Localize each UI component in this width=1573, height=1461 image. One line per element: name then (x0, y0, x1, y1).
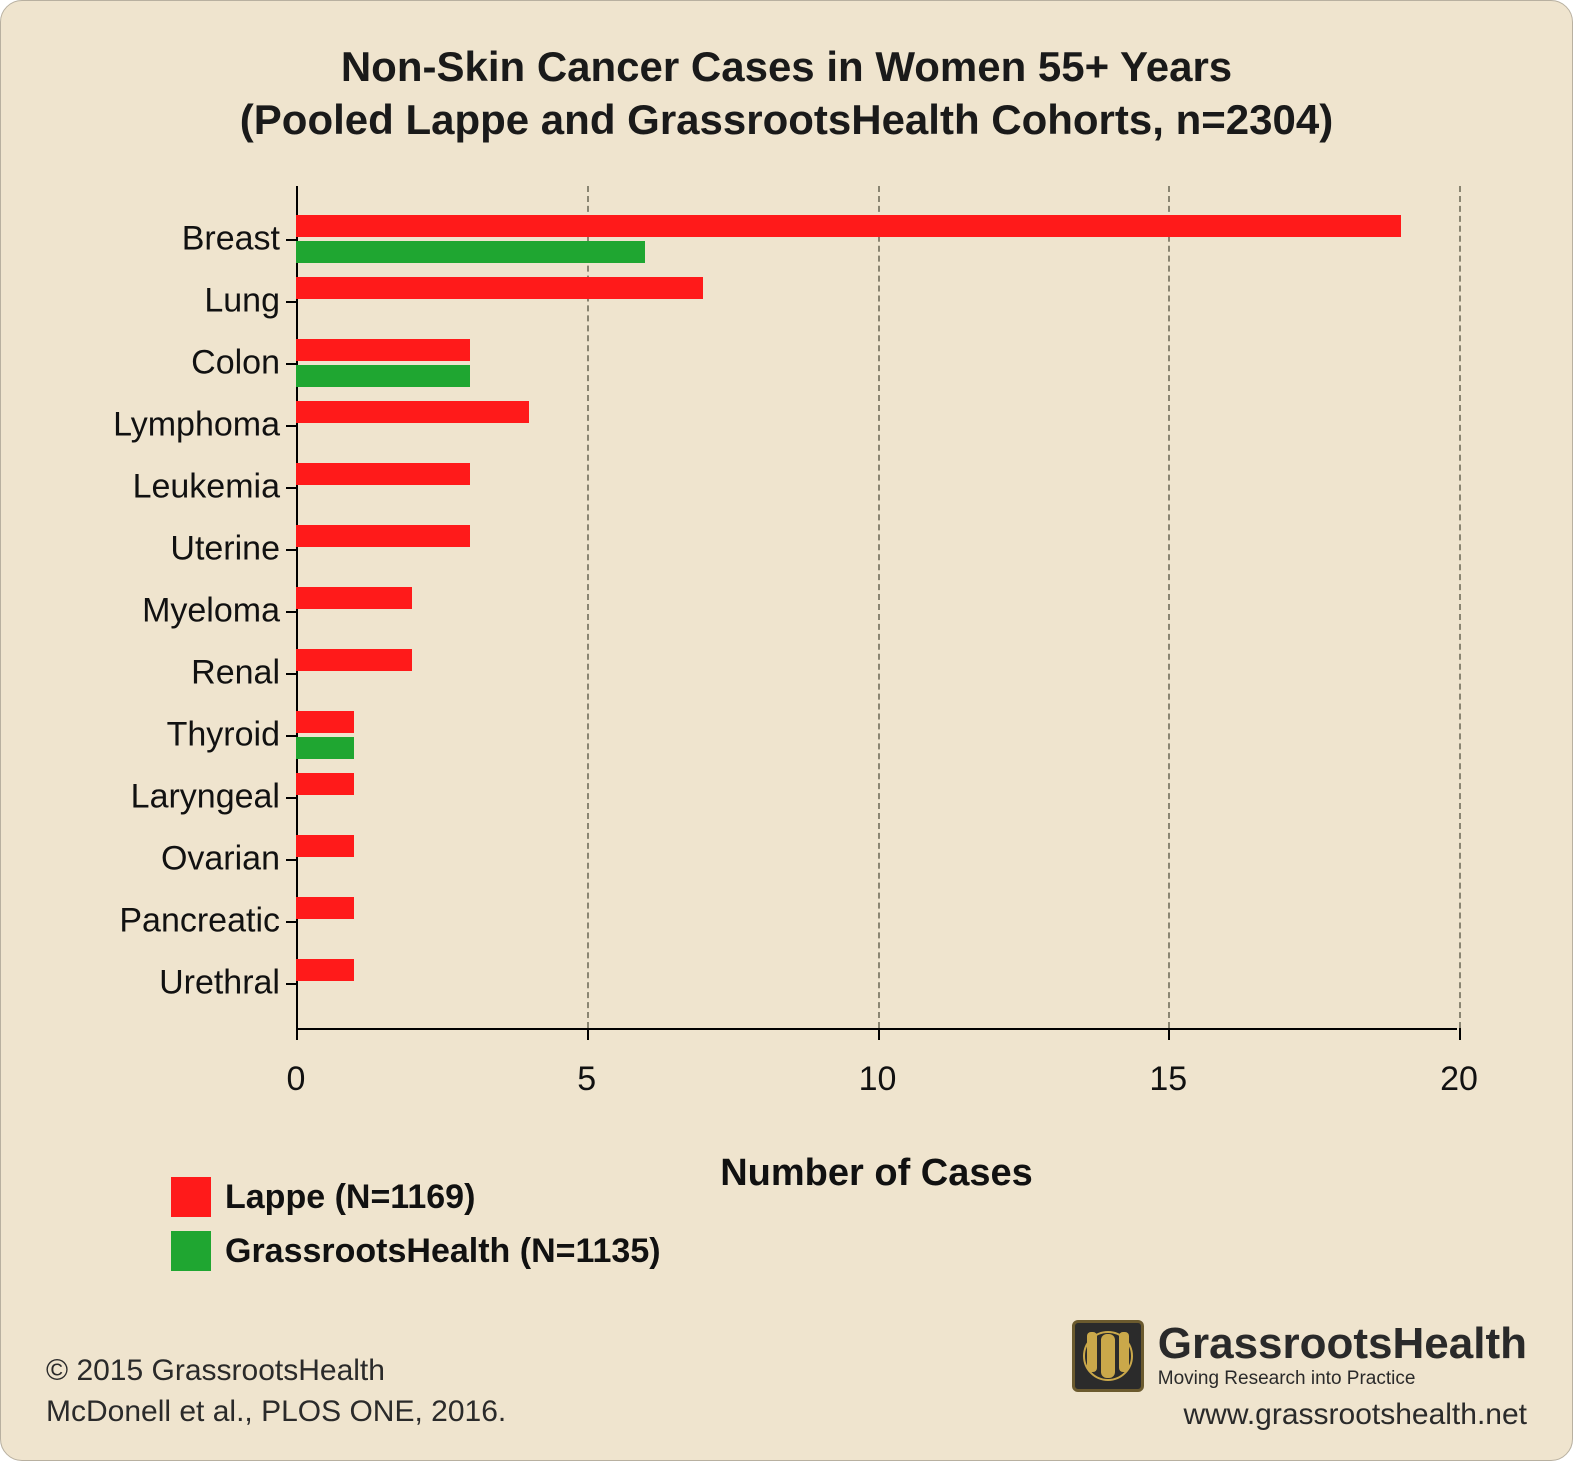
gridline-v (1168, 186, 1170, 1028)
y-tick-label: Breast (80, 220, 280, 259)
y-tick-label: Ovarian (80, 840, 280, 879)
gridline-v (1459, 186, 1461, 1028)
bar (296, 463, 470, 485)
brand-logo-icon (1072, 1320, 1144, 1392)
y-tick-label: Pancreatic (80, 902, 280, 941)
y-tick-label: Uterine (80, 530, 280, 569)
y-tick (286, 487, 296, 489)
bar (296, 711, 354, 733)
x-tick-label: 0 (287, 1060, 306, 1099)
y-tick-label: Lung (80, 282, 280, 321)
y-tick (286, 735, 296, 737)
y-tick-label: Lymphoma (80, 406, 280, 445)
y-tick (286, 797, 296, 799)
x-tick (587, 1028, 589, 1040)
x-tick (296, 1028, 298, 1040)
bar (296, 897, 354, 919)
footer-left: © 2015 GrassrootsHealth McDonell et al.,… (46, 1351, 506, 1432)
bar (296, 587, 412, 609)
bar (296, 959, 354, 981)
brand-name: GrassrootsHealth (1158, 1322, 1527, 1366)
citation-text: McDonell et al., PLOS ONE, 2016. (46, 1392, 506, 1433)
legend-item: GrassrootsHealth (N=1135) (171, 1231, 661, 1271)
chart-title-block: Non-Skin Cancer Cases in Women 55+ Years… (36, 41, 1537, 146)
chart-title-line1: Non-Skin Cancer Cases in Women 55+ Years (36, 41, 1537, 94)
bar (296, 365, 470, 387)
chart-area: Number of Cases 05101520BreastLungColonL… (76, 186, 1497, 1126)
brand-tagline: Moving Research into Practice (1158, 1368, 1527, 1390)
x-tick (1459, 1028, 1461, 1040)
y-tick-label: Renal (80, 654, 280, 693)
bar (296, 773, 354, 795)
x-tick (878, 1028, 880, 1040)
brand-url: www.grassrootshealth.net (1072, 1398, 1527, 1432)
x-tick-label: 5 (577, 1060, 596, 1099)
y-tick-label: Thyroid (80, 716, 280, 755)
bar (296, 737, 354, 759)
y-tick-label: Colon (80, 344, 280, 383)
legend-label: GrassrootsHealth (N=1135) (225, 1232, 661, 1271)
bar (296, 525, 470, 547)
legend-swatch (171, 1231, 211, 1271)
gridline-v (878, 186, 880, 1028)
bar (296, 277, 703, 299)
y-tick (286, 239, 296, 241)
legend-swatch (171, 1177, 211, 1217)
x-axis-line (296, 1028, 1457, 1030)
y-tick (286, 611, 296, 613)
y-tick (286, 673, 296, 675)
y-tick (286, 363, 296, 365)
y-tick (286, 549, 296, 551)
legend-item: Lappe (N=1169) (171, 1177, 661, 1217)
y-tick-label: Myeloma (80, 592, 280, 631)
copyright-text: © 2015 GrassrootsHealth (46, 1351, 506, 1392)
bar (296, 241, 645, 263)
bar (296, 835, 354, 857)
chart-card: Non-Skin Cancer Cases in Women 55+ Years… (0, 0, 1573, 1461)
y-tick (286, 859, 296, 861)
y-tick (286, 983, 296, 985)
bar (296, 401, 529, 423)
legend-label: Lappe (N=1169) (225, 1178, 475, 1217)
bar (296, 339, 470, 361)
x-tick-label: 20 (1440, 1060, 1478, 1099)
gridline-v (587, 186, 589, 1028)
bar (296, 649, 412, 671)
y-tick (286, 301, 296, 303)
y-tick (286, 921, 296, 923)
x-axis-title: Number of Cases (720, 1152, 1033, 1195)
plot-area: Number of Cases 05101520BreastLungColonL… (296, 186, 1457, 1028)
y-tick-label: Urethral (80, 964, 280, 1003)
y-tick-label: Leukemia (80, 468, 280, 507)
legend: Lappe (N=1169) GrassrootsHealth (N=1135) (171, 1177, 661, 1285)
y-tick-label: Laryngeal (80, 778, 280, 817)
chart-title-line2: (Pooled Lappe and GrassrootsHealth Cohor… (36, 94, 1537, 147)
brand-text: GrassrootsHealth Moving Research into Pr… (1158, 1322, 1527, 1390)
bar (296, 215, 1401, 237)
brand-block: GrassrootsHealth Moving Research into Pr… (1072, 1320, 1527, 1392)
x-tick-label: 10 (859, 1060, 897, 1099)
x-tick-label: 15 (1149, 1060, 1187, 1099)
x-tick (1168, 1028, 1170, 1040)
footer-right: GrassrootsHealth Moving Research into Pr… (1072, 1320, 1527, 1432)
y-tick (286, 425, 296, 427)
